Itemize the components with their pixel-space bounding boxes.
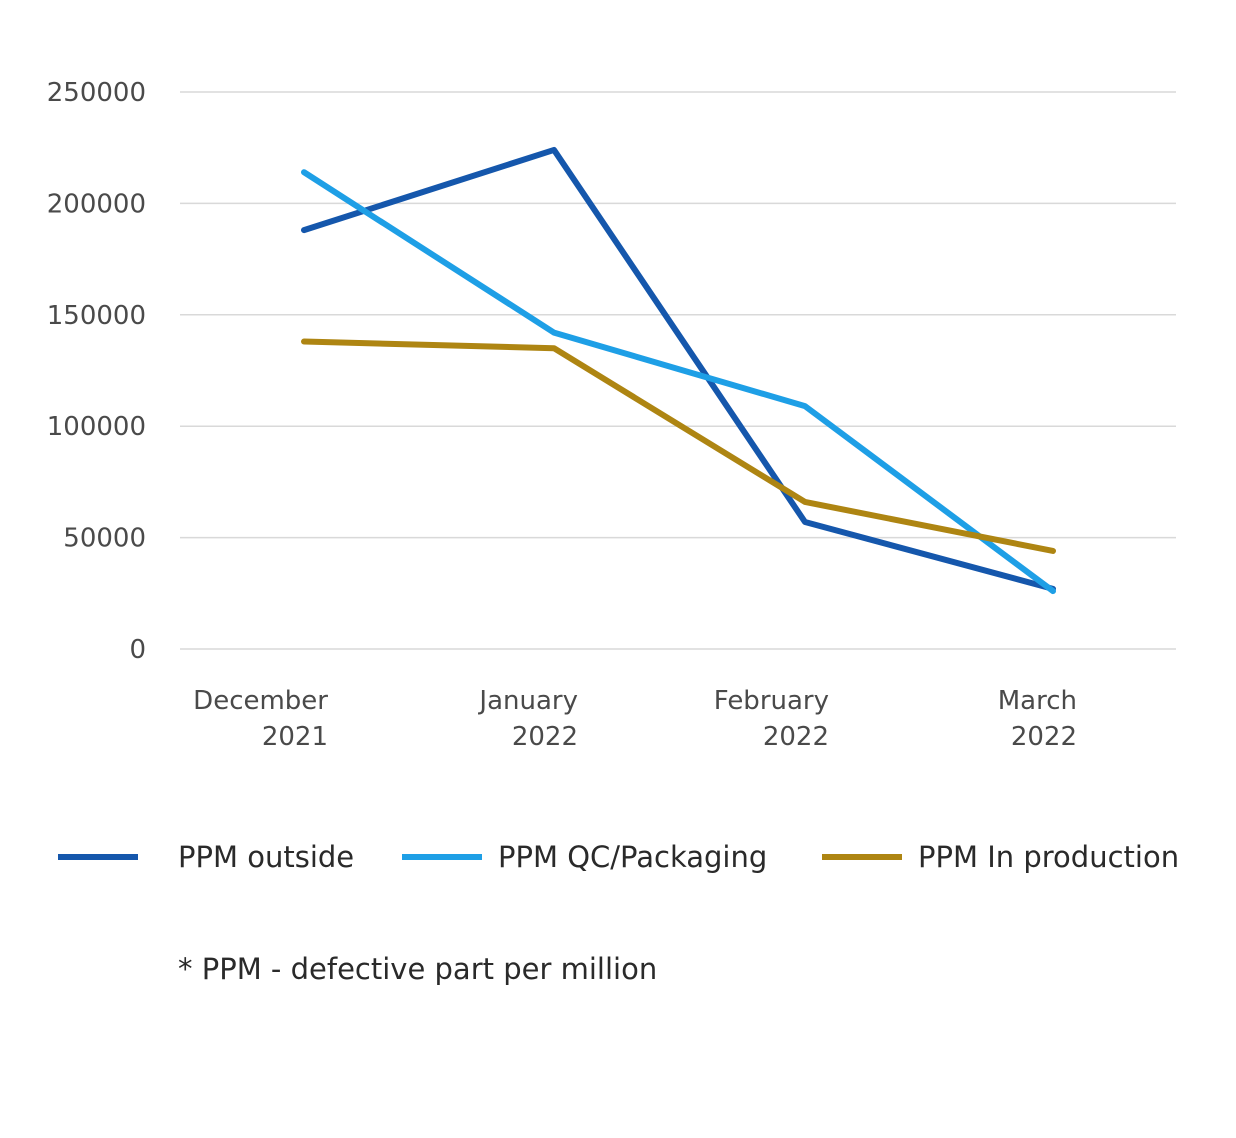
x-tick-label: March (998, 686, 1077, 716)
x-tick-label: 2022 (763, 722, 829, 752)
legend-label-ppm-qc-packaging: PPM QC/Packaging (498, 840, 768, 874)
legend-swatch-ppm-outside (58, 854, 138, 860)
x-tick-label: 2022 (512, 722, 578, 752)
x-tick-label: 2021 (262, 722, 328, 752)
x-tick-label: February (714, 686, 829, 716)
footnote: * PPM - defective part per million (178, 952, 658, 986)
legend-swatch-ppm-qc-packaging (402, 854, 482, 860)
legend-swatch-ppm-in-production (822, 854, 902, 860)
x-tick-label: January (477, 686, 578, 716)
y-tick-label: 250000 (47, 78, 146, 108)
series-line-ppm-qc-packaging (301, 169, 1056, 595)
series-line-ppm-in-production (301, 338, 1056, 554)
series-line-ppm-outside (301, 146, 1056, 592)
legend-label-ppm-outside: PPM outside (178, 840, 355, 874)
legend-label-ppm-in-production: PPM In production (918, 840, 1180, 874)
legend-item-ppm-outside: PPM outside (58, 832, 354, 882)
x-axis-ticks: December 2021 January 2022 February 2022 March… (193, 686, 1077, 752)
y-tick-label: 0 (129, 635, 146, 665)
y-axis-ticks: 0 50000 100000 150000 200000 250000 (47, 78, 146, 665)
y-tick-label: 150000 (47, 301, 146, 331)
series-lines (301, 146, 1056, 595)
line-chart: 0 50000 100000 150000 200000 250000 December 2… (47, 78, 1176, 752)
x-tick-label: December (193, 686, 328, 716)
legend-item-ppm-in-production: PPM In production (822, 832, 1179, 882)
y-tick-label: 50000 (63, 524, 146, 554)
y-tick-label: 100000 (47, 412, 146, 442)
legend-item-ppm-qc-packaging: PPM QC/Packaging (402, 832, 767, 882)
x-tick-label: 2022 (1011, 722, 1077, 752)
y-tick-label: 200000 (47, 189, 146, 219)
legend: PPM outside PPM QC/Packaging PPM In prod… (0, 832, 1236, 882)
